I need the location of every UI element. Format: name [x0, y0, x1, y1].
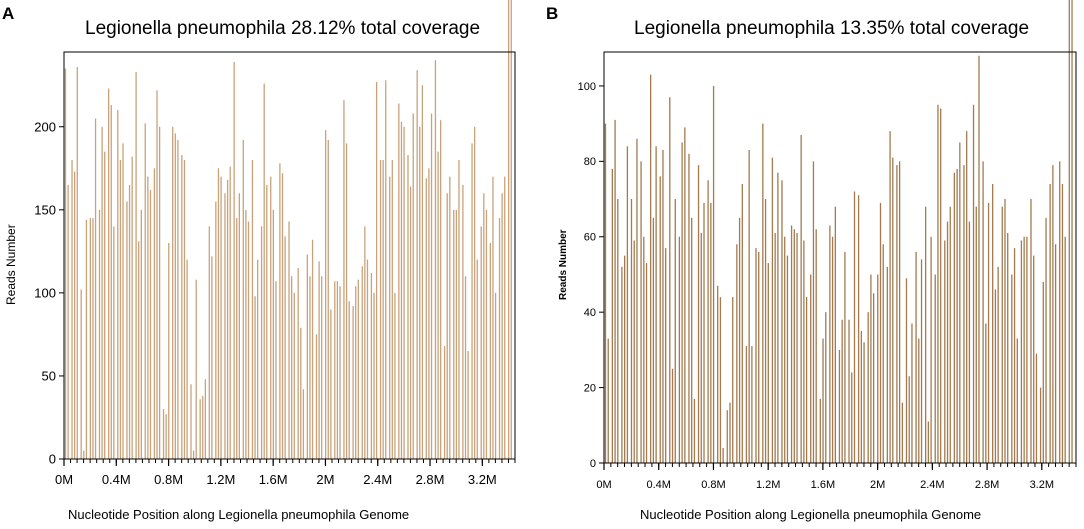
y-tick-label-b-5: 100: [578, 81, 596, 93]
y-tick-label-a-2: 100: [34, 285, 56, 300]
plot-frame-b: [603, 51, 1077, 464]
x-tick-label-b-3: 1.2M: [756, 479, 780, 491]
x-tick-label-a-2: 0.8M: [154, 472, 183, 487]
y-tick-label-b-2: 40: [584, 307, 596, 319]
x-tick-label-b-0: 0M: [596, 479, 611, 491]
y-tick-label-b-4: 80: [584, 156, 596, 168]
x-tick-label-a-3: 1.2M: [206, 472, 235, 487]
x-tick-label-a-1: 0.4M: [102, 472, 131, 487]
x-tick-label-a-6: 2.4M: [363, 472, 392, 487]
panel-label-a: A: [2, 4, 15, 23]
y-tick-label-a-1: 50: [42, 368, 56, 383]
y-tick-label-b-1: 20: [584, 382, 596, 394]
x-tick-label-a-7: 2.8M: [416, 472, 445, 487]
chart-title-b: Legionella pneumophila 13.35% total cove…: [634, 18, 1030, 39]
x-axis-label-a: Nucleotide Position along Legionella pne…: [68, 507, 410, 522]
y-tick-label-a-3: 150: [34, 202, 56, 217]
y-tick-label-a-4: 200: [34, 119, 56, 134]
x-tick-label-b-8: 3.2M: [1030, 479, 1054, 491]
x-tick-label-a-5: 2M: [316, 472, 334, 487]
x-tick-label-a-8: 3.2M: [468, 472, 497, 487]
x-tick-label-b-7: 2.8M: [975, 479, 999, 491]
y-tick-label-b-3: 60: [584, 232, 596, 244]
panel-label-b: B: [546, 4, 559, 23]
y-tick-label-b-0: 0: [590, 458, 596, 470]
plot-frame-a: [63, 51, 516, 460]
chart-panel-b: B Legionella pneumophila 13.35% total co…: [544, 0, 1084, 529]
x-tick-label-a-4: 1.6M: [259, 472, 288, 487]
chart-panel-a: A Legionella pneumophila 28.12% total co…: [0, 0, 540, 529]
x-tick-label-b-2: 0.8M: [701, 479, 725, 491]
chart-title-a: Legionella pneumophila 28.12% total cove…: [85, 18, 481, 39]
x-tick-label-b-6: 2.4M: [920, 479, 944, 491]
x-tick-label-a-0: 0M: [55, 472, 73, 487]
y-tick-label-a-0: 0: [49, 452, 56, 467]
bar-chart-b: 0 20 40 60 80 100 0M 0.4M 0.8M 1.2M 1.6M 2M 2.4M 2.8M…: [578, 0, 1077, 491]
x-tick-label-b-5: 2M: [870, 479, 885, 491]
x-tick-label-b-4: 1.6M: [811, 479, 835, 491]
x-axis-label-b: Nucleotide Position along Legionella pne…: [640, 507, 982, 522]
x-tick-label-b-1: 0.4M: [646, 479, 670, 491]
bar-chart-a: 0 50 100 150 200 0M 0.4M 0.8M 1.2M 1.6M 2M 2.4M 2.8M…: [34, 0, 516, 487]
